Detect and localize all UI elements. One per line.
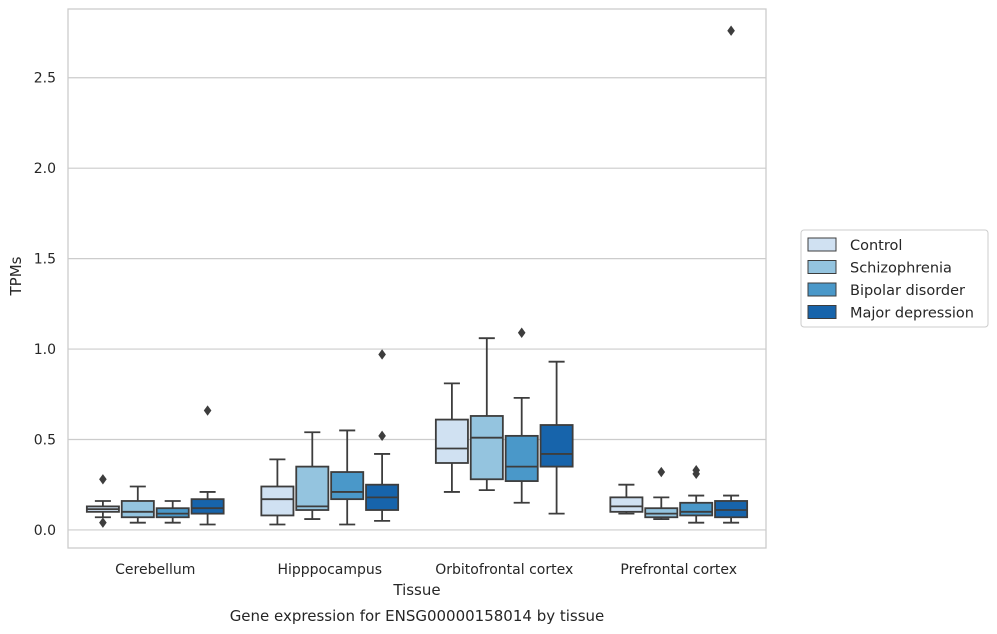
outlier-point (203, 405, 212, 416)
outlier-point (657, 466, 666, 478)
box-bipolar-disorder (155, 500, 190, 524)
box-bipolar-disorder (679, 465, 714, 524)
box-body (679, 501, 714, 517)
boxes-layer (85, 25, 749, 528)
outlier-point (378, 349, 386, 360)
outlier-point (378, 430, 386, 442)
legend-label: Bipolar disorder (850, 283, 965, 299)
box-control (609, 483, 644, 515)
y-tick-label: 2.5 (34, 71, 56, 87)
outlier-point (727, 25, 735, 36)
box-major-depression (190, 405, 225, 526)
box-body (644, 507, 679, 519)
legend-frame (800, 229, 989, 328)
plot-area (67, 8, 767, 549)
box-control (85, 474, 120, 528)
box-body (714, 500, 749, 519)
box-body (295, 465, 330, 511)
outlier-point (517, 327, 526, 338)
box-body (469, 415, 504, 481)
box-body (504, 434, 539, 482)
legend-swatch (807, 237, 837, 252)
x-tick-label: Prefrontal cortex (620, 562, 737, 578)
box-body (190, 498, 225, 515)
y-axis-ticks: 0.0 0.5 1.0 1.5 2.0 2.5 (34, 71, 56, 539)
legend-swatch (807, 305, 837, 319)
box-schizophrenia (644, 466, 679, 520)
legend-label: Major depression (850, 306, 974, 322)
box-schizophrenia (469, 337, 504, 492)
legend-swatch (807, 282, 837, 297)
y-tick-label: 0.5 (34, 432, 56, 448)
box-body (330, 471, 365, 501)
box-body (434, 418, 469, 464)
x-axis-label: Tissue (392, 581, 440, 599)
box-bipolar-disorder (504, 327, 539, 504)
y-tick-label: 1.5 (34, 252, 56, 268)
box-major-depression (539, 360, 574, 515)
box-body (155, 507, 190, 519)
box-control (434, 382, 469, 493)
legend-label: Control (850, 238, 902, 254)
outlier-point (99, 517, 107, 528)
legend-label: Schizophrenia (850, 261, 952, 277)
y-tick-label: 2.0 (34, 161, 56, 177)
x-tick-label: Orbitofrontal cortex (435, 562, 573, 578)
y-tick-label: 1.0 (34, 342, 56, 358)
x-tick-label: Cerebellum (115, 562, 195, 578)
box-body (260, 485, 295, 517)
box-major-depression (714, 25, 749, 524)
box-schizophrenia (120, 485, 155, 524)
box-bipolar-disorder (330, 429, 365, 526)
y-tick-label: 0.0 (34, 523, 56, 539)
box-control (260, 458, 295, 526)
box-major-depression (365, 349, 400, 522)
box-body (120, 500, 155, 519)
y-axis-label: TPMs (7, 256, 25, 296)
box-body (609, 496, 644, 513)
box-body (539, 424, 574, 468)
legend-swatch (807, 260, 837, 274)
legend: Control Schizophrenia Bipolar disorder Majo… (800, 229, 989, 328)
outlier-point (99, 474, 107, 485)
chart-caption: Gene expression for ENSG00000158014 by t… (230, 607, 605, 625)
x-tick-label: Hipppocampus (277, 562, 382, 578)
outlier-point (692, 468, 700, 480)
gridlines (68, 77, 766, 531)
x-axis-ticks: Cerebellum Hipppocampus Orbitofrontal cort… (115, 562, 737, 578)
box-schizophrenia (295, 431, 330, 520)
